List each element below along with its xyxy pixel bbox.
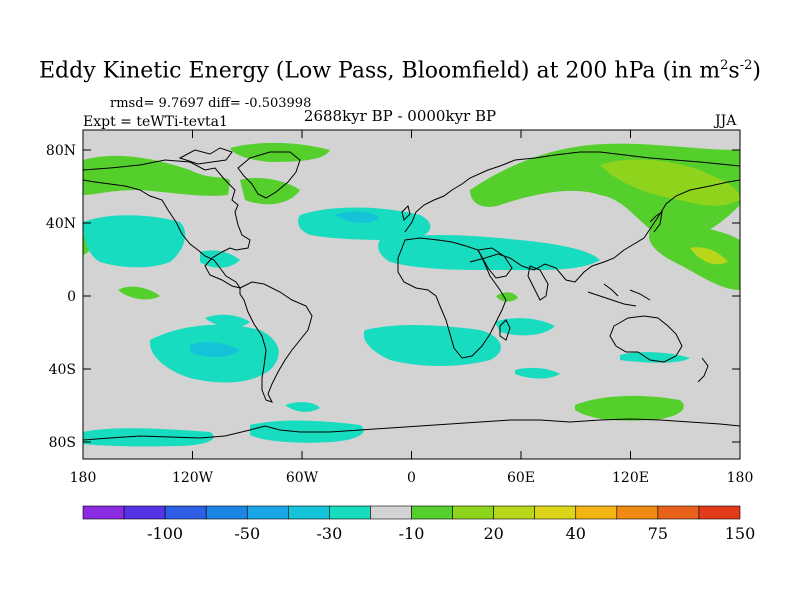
colorbar-swatch [329, 505, 371, 520]
colorbar-label: -10 [399, 524, 425, 543]
colorbar-label: -30 [316, 524, 342, 543]
colorbar-swatch [657, 505, 700, 520]
colorbar-swatch [698, 505, 741, 520]
colorbar-labels: -100 -50 -30 -10 20 40 75 150 [147, 524, 755, 543]
contour-negative-pacific-tropical [200, 250, 240, 268]
coastline-madagascar [499, 319, 511, 341]
colorbar-swatch [205, 505, 248, 520]
y-tick-label: 80N [46, 143, 76, 159]
y-tick-label: 0 [67, 289, 76, 305]
contour-negative-atlantic-core [335, 211, 380, 223]
y-tick-label: 80S [49, 435, 76, 451]
colorbar-swatch [246, 505, 289, 520]
contour-positive-africa [496, 292, 518, 302]
colorbar-swatch [534, 505, 577, 520]
stats-text: rmsd= 9.7697 diff= -0.503998 [110, 96, 312, 111]
coastline-britain [401, 205, 411, 221]
season-label: JJA [715, 113, 737, 129]
colorbar-swatch [288, 505, 330, 520]
contour-negative-indian-south [515, 367, 560, 379]
plot-title: Eddy Kinetic Energy (Low Pass, Bloomfiel… [39, 58, 761, 84]
y-axis [83, 149, 740, 443]
contour-negative-antarctic-west [83, 428, 214, 447]
x-tick-label: 120E [612, 470, 649, 486]
colorbar-label: -50 [234, 524, 260, 543]
contour-negative-atlantic-south [285, 402, 320, 412]
coastline-japan [649, 210, 663, 233]
colorbar-label: -100 [147, 524, 183, 543]
contour-positive-north-atlantic [83, 155, 230, 196]
contour-negative-south-atlantic [363, 325, 501, 366]
colorbar-swatch [82, 505, 125, 520]
coastline-indonesia [587, 283, 651, 307]
x-tick-label: 180 [727, 470, 754, 486]
colorbar [82, 505, 741, 520]
coastline-india [527, 265, 549, 301]
x-tick-label: 60W [286, 470, 319, 486]
period-label: 2688kyr BP - 0000kyr BP [303, 107, 497, 125]
coastline-europe-asia [404, 151, 740, 233]
contour-positive-asia-mid [600, 159, 740, 206]
colorbar-swatch [411, 505, 453, 520]
colorbar-label: 75 [648, 524, 668, 543]
x-tick-label: 120W [172, 470, 214, 486]
coastline-south-america [239, 281, 313, 403]
contour-positive-southern-ocean [575, 395, 684, 421]
contour-negative-indian [495, 318, 555, 336]
contour-positive-japan [649, 224, 740, 290]
y-tick-label: 40N [46, 216, 76, 232]
contour-negative-eurasia [378, 235, 600, 271]
colorbar-swatch [164, 505, 207, 520]
experiment-label: Expt = teWTi-tevta1 [83, 114, 228, 130]
colorbar-swatch [123, 505, 166, 520]
coastline-arabia [477, 247, 513, 279]
coastline-greenland [237, 151, 301, 199]
contour-negative-south-pacific-west [205, 314, 250, 328]
coastlines [83, 147, 740, 441]
coastline-north-america [83, 159, 251, 289]
contour-positive-pacific-east [118, 286, 160, 300]
coastline-africa [397, 237, 507, 359]
x-tick-label: 60E [507, 470, 535, 486]
contour-field [83, 130, 740, 459]
x-tick-label: 0 [407, 470, 416, 486]
coastline-canadian-arctic [178, 147, 233, 165]
y-tick-label: 40S [49, 362, 76, 378]
coastline-asia-south [469, 179, 740, 283]
coastline-antarctica [83, 418, 740, 441]
contour-positive-japan-core [690, 247, 728, 265]
colorbar-label: 20 [483, 524, 503, 543]
coastline-australia [609, 315, 683, 363]
colorbar-swatch [575, 505, 618, 520]
contour-negative-south-pacific-core [190, 342, 240, 358]
contour-negative-australia [620, 352, 690, 363]
colorbar-label: 150 [725, 524, 756, 543]
x-tick-label: 180 [70, 470, 97, 486]
contour-negative-atlantic-north [298, 207, 431, 240]
contour-negative-pacific-north [83, 215, 186, 268]
colorbar-swatch [616, 505, 659, 520]
coastline-new-zealand [697, 357, 709, 383]
colorbar-swatch [370, 505, 412, 520]
colorbar-label: 40 [566, 524, 586, 543]
colorbar-swatch [493, 505, 535, 520]
x-axis [82, 130, 631, 459]
colorbar-swatch [452, 505, 494, 520]
